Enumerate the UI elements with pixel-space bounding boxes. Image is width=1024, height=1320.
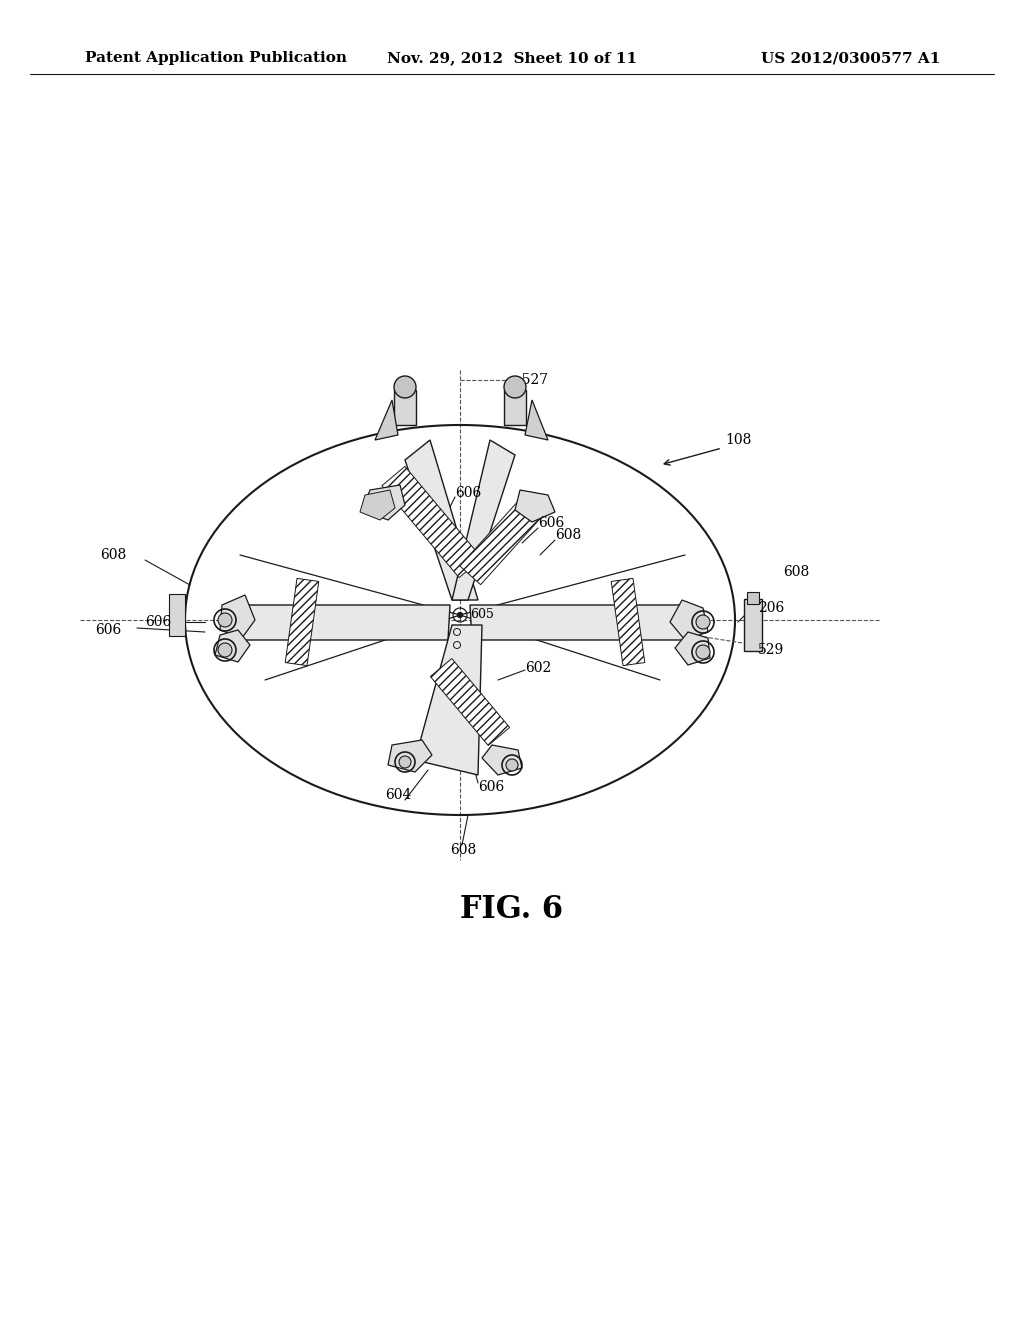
Polygon shape <box>362 484 406 520</box>
Text: 606: 606 <box>455 486 481 500</box>
Circle shape <box>696 615 710 630</box>
Bar <box>394 389 416 425</box>
Polygon shape <box>452 440 515 601</box>
Polygon shape <box>670 601 708 640</box>
Bar <box>286 578 318 665</box>
Circle shape <box>504 376 526 399</box>
Text: 606: 606 <box>478 780 504 795</box>
Text: 606: 606 <box>95 623 121 638</box>
Text: FIG. 6: FIG. 6 <box>461 895 563 925</box>
Text: 608: 608 <box>555 528 582 543</box>
Bar <box>504 389 526 425</box>
Text: 608: 608 <box>450 843 476 857</box>
Polygon shape <box>388 741 432 772</box>
Text: 602: 602 <box>525 661 551 675</box>
Bar <box>382 466 482 578</box>
Polygon shape <box>360 490 395 520</box>
Bar <box>746 591 759 605</box>
Polygon shape <box>234 605 450 640</box>
Text: Patent Application Publication: Patent Application Publication <box>85 51 347 65</box>
Text: US 2012/0300577 A1: US 2012/0300577 A1 <box>761 51 940 65</box>
Polygon shape <box>482 744 522 775</box>
Polygon shape <box>220 595 255 638</box>
Circle shape <box>458 612 463 618</box>
Polygon shape <box>515 490 555 521</box>
Text: 606: 606 <box>145 615 171 630</box>
Circle shape <box>696 645 710 659</box>
Text: 529: 529 <box>758 643 784 657</box>
Polygon shape <box>406 440 478 601</box>
Polygon shape <box>525 400 548 440</box>
Text: 608: 608 <box>100 548 126 562</box>
Text: 108: 108 <box>725 433 752 447</box>
Circle shape <box>394 376 416 399</box>
Circle shape <box>218 612 232 627</box>
Text: -527: -527 <box>517 374 548 387</box>
Polygon shape <box>415 624 482 775</box>
Text: 605: 605 <box>470 609 494 622</box>
Text: 206: 206 <box>758 601 784 615</box>
Text: Nov. 29, 2012  Sheet 10 of 11: Nov. 29, 2012 Sheet 10 of 11 <box>387 51 637 65</box>
Text: 608: 608 <box>783 565 809 579</box>
Text: 604: 604 <box>385 788 412 803</box>
Polygon shape <box>375 400 398 440</box>
Bar <box>430 659 510 746</box>
Text: 606: 606 <box>538 516 564 531</box>
Bar <box>611 578 645 665</box>
Circle shape <box>399 756 411 768</box>
Bar <box>460 495 544 585</box>
Polygon shape <box>470 605 692 640</box>
Circle shape <box>218 643 232 657</box>
Polygon shape <box>675 632 710 665</box>
Bar <box>169 594 185 636</box>
Circle shape <box>506 759 518 771</box>
Polygon shape <box>215 630 250 663</box>
Bar <box>744 599 762 651</box>
